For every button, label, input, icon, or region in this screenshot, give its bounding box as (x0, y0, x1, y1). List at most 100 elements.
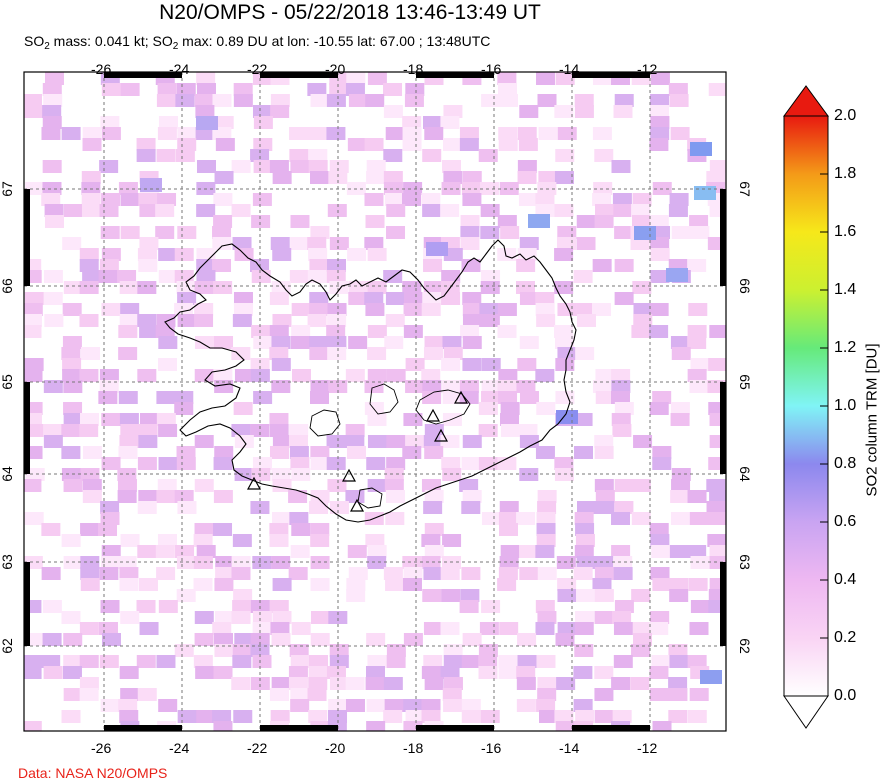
so2-pixel (310, 611, 330, 624)
so2-pixel (460, 237, 480, 250)
so2-pixel (269, 325, 289, 338)
so2-pixel (516, 259, 536, 272)
so2-pixel (158, 699, 178, 712)
so2-pixel (231, 347, 251, 360)
so2-pixel (253, 116, 273, 129)
so2-pixel (555, 358, 575, 371)
so2-pixel (82, 270, 102, 283)
colorbar-label: 1.4 (834, 281, 857, 298)
so2-pixel (308, 677, 328, 690)
so2-pixel (649, 622, 669, 635)
so2-pixel (310, 633, 330, 646)
so2-pixel (44, 204, 64, 217)
so2-pixel (310, 446, 330, 459)
so2-pixel (460, 589, 480, 602)
colorbar-min-arrow (783, 695, 829, 729)
so2-pixel (289, 127, 309, 140)
so2-pixel (384, 336, 404, 349)
colorbar-label: 0.6 (834, 513, 857, 530)
so2-pixel (459, 138, 479, 151)
so2-pixel (498, 567, 518, 580)
so2-pixel (80, 523, 100, 536)
so2-pixel (443, 699, 463, 712)
frame-segment (416, 72, 494, 78)
so2-pixel (422, 149, 442, 162)
so2-pixel (403, 567, 423, 580)
so2-pixel (424, 127, 444, 140)
frame-segment (104, 725, 182, 731)
so2-pixel (500, 402, 520, 415)
so2-pixel (631, 204, 651, 217)
so2-pixel (307, 237, 327, 250)
so2-pixel (670, 490, 690, 503)
so2-pixel (536, 534, 556, 547)
so2-pixel (384, 468, 404, 481)
so2-pixel (461, 259, 481, 272)
so2-pixel (689, 380, 709, 393)
so2-pixel (383, 710, 403, 723)
so2-pixel-high (426, 242, 448, 256)
so2-pixel (327, 314, 347, 327)
so2-pixel (405, 380, 425, 393)
so2-pixel (82, 446, 102, 459)
so2-pixel (118, 446, 138, 459)
so2-pixel (611, 160, 631, 173)
so2-pixel (329, 160, 349, 173)
so2-pixel (329, 677, 349, 690)
lon-tick-top: -14 (559, 61, 580, 77)
so2-pixel (196, 545, 216, 558)
so2-pixel (212, 226, 232, 239)
so2-pixel (421, 479, 441, 492)
so2-pixel (213, 215, 233, 228)
so2-pixel (137, 501, 157, 514)
so2-pixel (538, 710, 558, 723)
so2-pixel (595, 501, 615, 514)
so2-pixel (101, 545, 121, 558)
so2-pixel (24, 721, 42, 731)
so2-pixel (633, 435, 653, 448)
so2-pixel (594, 688, 614, 701)
so2-pixel (671, 468, 691, 481)
so2-pixel (631, 325, 651, 338)
so2-pixel (614, 226, 634, 239)
so2-pixel (422, 380, 442, 393)
so2-pixel (461, 710, 481, 723)
so2-pixel (554, 105, 574, 118)
so2-pixel (137, 281, 157, 294)
so2-pixel (308, 149, 328, 162)
so2-pixel (441, 589, 461, 602)
so2-pixel (671, 226, 691, 239)
so2-pixel (63, 380, 83, 393)
so2-pixel (214, 644, 234, 657)
so2-pixel (41, 567, 61, 580)
lat-tick-left: 66 (0, 278, 15, 294)
so2-pixel-high (700, 670, 722, 684)
so2-pixel (650, 72, 670, 85)
so2-pixel (288, 567, 308, 580)
so2-pixel (250, 633, 270, 646)
so2-pixel (79, 248, 99, 261)
so2-pixel (649, 303, 669, 316)
lat-tick-right: 65 (736, 374, 753, 390)
so2-pixel (252, 611, 272, 624)
so2-pixel (424, 336, 444, 349)
so2-pixel (462, 336, 482, 349)
so2-pixel (669, 193, 689, 206)
so2-pixel (594, 479, 614, 492)
volcano-triangle-icon (349, 498, 365, 512)
so2-pixel (119, 413, 139, 426)
so2-pixel (98, 523, 118, 536)
so2-pixel (24, 512, 44, 525)
so2-pixel (441, 457, 461, 470)
so2-pixel (652, 457, 672, 470)
so2-pixel (195, 666, 215, 679)
so2-pixel (309, 655, 329, 668)
volcano-triangle-icon (433, 428, 449, 442)
so2-pixel (367, 413, 387, 426)
so2-pixel (668, 644, 688, 657)
so2-pixel (80, 578, 100, 591)
so2-pixel (117, 479, 137, 492)
so2-pixel (594, 149, 614, 162)
map-frame-border (24, 72, 726, 731)
so2-pixel (612, 710, 632, 723)
